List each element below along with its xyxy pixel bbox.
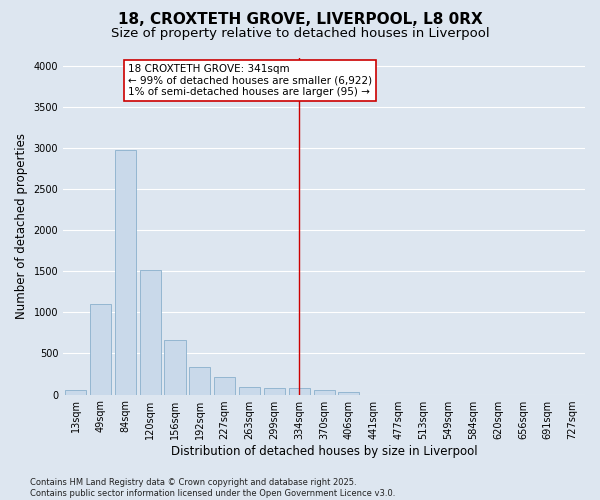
Bar [314, 390, 335, 394]
Bar [214, 377, 235, 394]
Text: Size of property relative to detached houses in Liverpool: Size of property relative to detached ho… [110, 28, 490, 40]
Bar [239, 387, 260, 394]
Bar [164, 340, 185, 394]
Bar [189, 366, 211, 394]
Text: Contains HM Land Registry data © Crown copyright and database right 2025.
Contai: Contains HM Land Registry data © Crown c… [30, 478, 395, 498]
Bar [90, 304, 111, 394]
Text: 18 CROXTETH GROVE: 341sqm
← 99% of detached houses are smaller (6,922)
1% of sem: 18 CROXTETH GROVE: 341sqm ← 99% of detac… [128, 64, 372, 98]
Text: 18, CROXTETH GROVE, LIVERPOOL, L8 0RX: 18, CROXTETH GROVE, LIVERPOOL, L8 0RX [118, 12, 482, 28]
Bar [140, 270, 161, 394]
Bar [115, 150, 136, 394]
Bar [289, 388, 310, 394]
Y-axis label: Number of detached properties: Number of detached properties [15, 133, 28, 319]
Bar [264, 388, 285, 394]
X-axis label: Distribution of detached houses by size in Liverpool: Distribution of detached houses by size … [171, 444, 478, 458]
Bar [65, 390, 86, 394]
Bar [338, 392, 359, 394]
